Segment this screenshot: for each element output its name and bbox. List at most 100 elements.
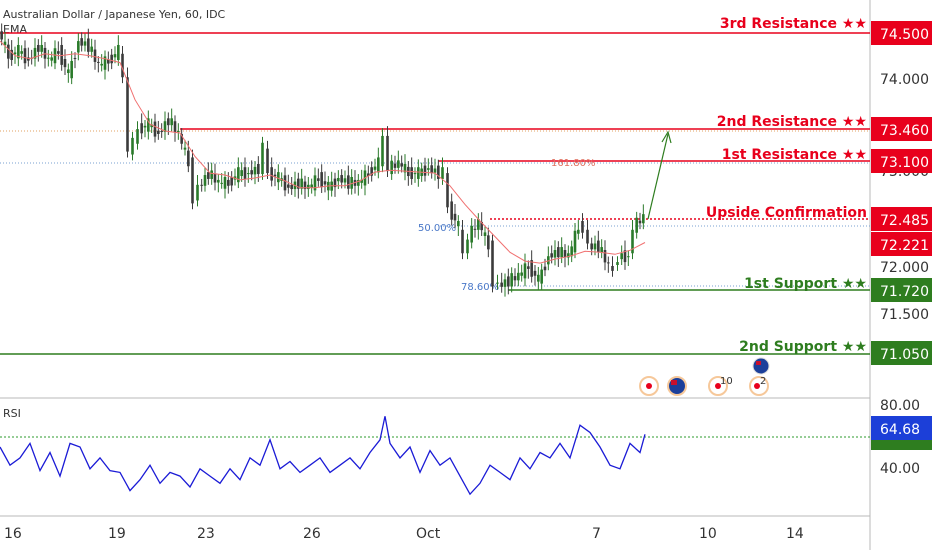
candle-body (550, 253, 553, 258)
candle-body (0, 31, 3, 40)
candle-body (517, 272, 520, 281)
x-tick-oct: Oct (416, 526, 441, 542)
x-tick-19: 19 (108, 526, 126, 542)
candle-body (220, 182, 223, 184)
candle-body (500, 282, 503, 287)
candle-body (437, 165, 440, 179)
event-marker-10[interactable]: 10 (708, 376, 733, 396)
candle-body (477, 219, 480, 230)
candle-body (607, 262, 610, 264)
candle-body (33, 47, 37, 59)
candle-body (441, 167, 444, 179)
rsi-panel-title: RSI (3, 407, 21, 420)
candle-body (563, 250, 567, 258)
candle-body (140, 123, 143, 134)
x-tick-7: 7 (592, 526, 601, 542)
candle-body (40, 44, 43, 52)
uc-price-text: 72.485 (880, 213, 929, 229)
candle-body (277, 172, 280, 183)
candle-body (170, 118, 173, 126)
candle-body (560, 247, 563, 258)
candle-body (7, 44, 10, 59)
candle-body (240, 170, 243, 177)
candle-body (110, 54, 113, 64)
y-tick-72000: 72.000 (880, 260, 929, 276)
candle-body (303, 181, 307, 190)
candle-body (143, 125, 147, 128)
candle-body (100, 63, 103, 66)
candle-body (638, 220, 642, 224)
r2-price-badge (871, 117, 932, 141)
candle-body (163, 121, 167, 133)
candle-body (313, 175, 317, 191)
candle-body (37, 44, 40, 52)
candle-body (307, 184, 310, 190)
candle-body (317, 178, 320, 181)
candle-body (527, 266, 530, 269)
rsi-value-text: 64.68 (880, 422, 920, 438)
candle-body (27, 57, 30, 61)
candle-body (357, 179, 360, 186)
upside-confirmation-label: Upside Confirmation (706, 205, 867, 221)
candle-body (581, 221, 584, 233)
candle-body (491, 240, 494, 287)
candle-body (496, 282, 499, 284)
r1-price-text: 73.100 (880, 155, 929, 171)
candle-body (147, 118, 150, 132)
candle-body (23, 48, 27, 64)
candle-body (247, 173, 250, 175)
candle-body (350, 176, 353, 189)
candle-body (611, 265, 614, 271)
candle-body (343, 178, 347, 183)
rsi-tick-80: 80.00 (880, 398, 920, 414)
candle-body (547, 256, 550, 265)
fib-161-label: 161.80% (551, 158, 596, 169)
candle-body (17, 44, 20, 59)
candle-body (413, 173, 417, 175)
candle-body (250, 170, 253, 175)
candle-body (453, 213, 457, 221)
candle-body (393, 163, 397, 168)
candle-body (290, 184, 293, 190)
fib-786-label: 78.60% (461, 282, 499, 293)
candle-body (537, 274, 540, 282)
candle-body (557, 247, 560, 258)
candle-body (150, 124, 153, 128)
projection-arrow-line (647, 133, 669, 220)
event-marker-1[interactable] (639, 376, 659, 396)
candle-body (3, 41, 7, 46)
candle-body (70, 60, 73, 79)
candle-body (97, 61, 100, 63)
candle-body (470, 225, 473, 243)
candle-body (635, 217, 638, 233)
s1-price-text: 71.720 (880, 284, 929, 300)
r2-label: 2nd Resistance ★★ (717, 114, 867, 130)
candle-body (300, 178, 303, 189)
candle-body (433, 168, 437, 173)
candle-body (642, 214, 645, 224)
last-price-badge (871, 232, 932, 256)
candle-body (187, 150, 190, 167)
candle-body (153, 121, 157, 137)
candle-body (261, 142, 264, 175)
candle-body (177, 131, 180, 133)
candle-body (203, 175, 207, 186)
candle-body (160, 131, 163, 133)
event-marker-2[interactable]: 2 (749, 376, 769, 396)
candle-body (597, 240, 600, 253)
candle-body (283, 175, 287, 191)
candle-body (63, 58, 67, 68)
au-flag-event-icon-2[interactable] (752, 357, 770, 375)
candle-body (270, 167, 273, 181)
s2-label: 2nd Support ★★ (739, 339, 867, 355)
candle-body (367, 173, 370, 177)
au-flag-event-icon[interactable] (667, 376, 687, 396)
candle-body (623, 250, 627, 263)
candle-body (73, 58, 77, 60)
event-count-2: 2 (760, 376, 766, 387)
candle-body (223, 176, 227, 189)
candle-body (253, 166, 257, 175)
candle-body (631, 229, 634, 254)
candle-body (340, 175, 343, 183)
